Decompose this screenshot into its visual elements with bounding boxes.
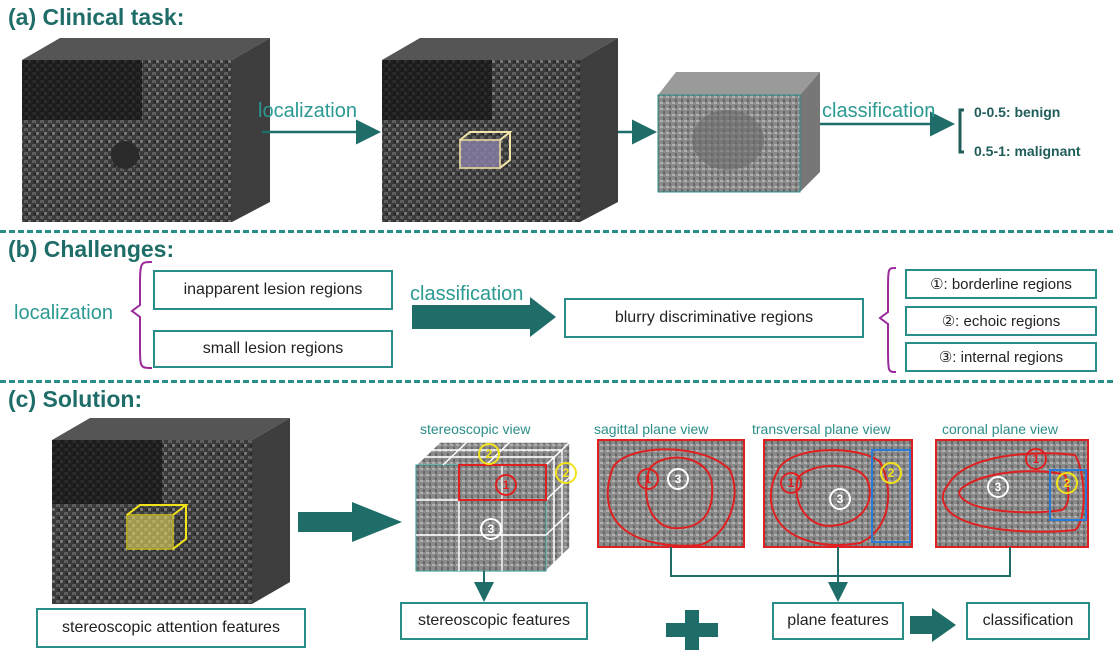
marker-2-stereo-top: 2 bbox=[478, 443, 500, 465]
lesion-cube-crop bbox=[657, 72, 820, 193]
malignant-label: 0.5-1: malignant bbox=[974, 143, 1081, 159]
localization-label-b: localization bbox=[14, 302, 113, 324]
marker-1-sagittal: 1 bbox=[637, 468, 659, 490]
blurry-regions-box: blurry discriminative regions bbox=[564, 298, 864, 338]
stereoscopic-view-label: stereoscopic view bbox=[420, 421, 531, 437]
marker-3-coronal: 3 bbox=[987, 476, 1009, 498]
sagittal-view-label: sagittal plane view bbox=[594, 421, 709, 437]
borderline-regions-box: ①: borderline regions bbox=[905, 269, 1097, 299]
marker-3-stereo: 3 bbox=[480, 518, 502, 540]
panel-c-title: (c) Solution: bbox=[8, 386, 143, 412]
stereoscopic-attention-box: stereoscopic attention features bbox=[36, 608, 306, 648]
transversal-view-label: transversal plane view bbox=[752, 421, 891, 437]
panel-b-title: (b) Challenges: bbox=[8, 236, 175, 262]
divider-ab bbox=[0, 230, 1113, 233]
marker-2-stereo-side: 2 bbox=[555, 462, 577, 484]
echoic-regions-box: ②: echoic regions bbox=[905, 306, 1097, 336]
ultrasound-cube-c bbox=[52, 418, 290, 604]
marker-3-sagittal: 3 bbox=[667, 468, 689, 490]
marker-1-transversal: 1 bbox=[780, 472, 802, 494]
localization-label-a: localization bbox=[258, 100, 357, 122]
coronal-view-label: coronal plane view bbox=[942, 421, 1058, 437]
marker-1-coronal: 1 bbox=[1025, 448, 1047, 470]
classification-label-a: classification bbox=[822, 100, 936, 122]
classification-label-b: classification bbox=[410, 283, 524, 305]
marker-2-coronal: 2 bbox=[1056, 472, 1078, 494]
ultrasound-cube-a1 bbox=[22, 38, 270, 222]
stereoscopic-features-box: stereoscopic features bbox=[400, 602, 588, 640]
ultrasound-cube-a2 bbox=[382, 38, 618, 222]
panel-a-title: (a) Clinical task: bbox=[8, 4, 185, 30]
internal-regions-box: ③: internal regions bbox=[905, 342, 1097, 372]
coronal-plane-image bbox=[935, 439, 1089, 548]
marker-3-transversal: 3 bbox=[829, 488, 851, 510]
inapparent-lesion-box: inapparent lesion regions bbox=[153, 270, 393, 310]
marker-1-stereo: 1 bbox=[495, 474, 517, 496]
classification-box: classification bbox=[966, 602, 1090, 640]
small-lesion-box: small lesion regions bbox=[153, 330, 393, 368]
divider-bc bbox=[0, 380, 1113, 383]
plane-features-box: plane features bbox=[772, 602, 904, 640]
marker-2-transversal: 2 bbox=[880, 462, 902, 484]
sagittal-plane-image bbox=[597, 439, 745, 548]
benign-label: 0-0.5: benign bbox=[974, 104, 1061, 120]
